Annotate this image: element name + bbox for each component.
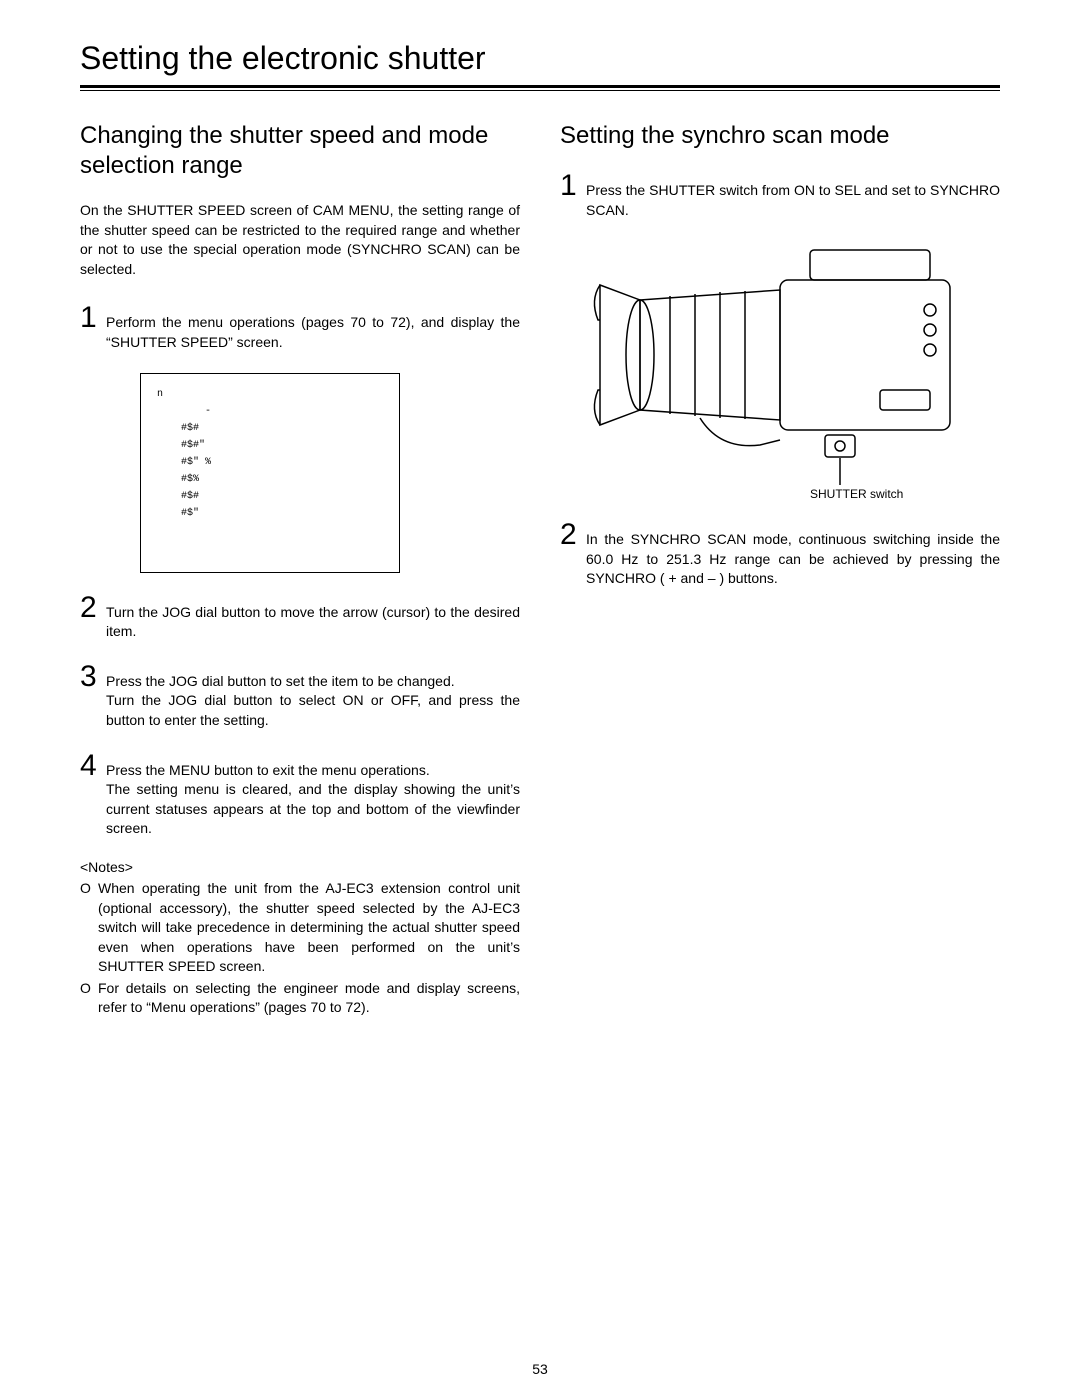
step-text: In the SYNCHRO SCAN mode, continuous swi… — [586, 520, 1000, 589]
left-step-1: 1 Perform the menu operations (pages 70 … — [80, 303, 520, 352]
camera-figure: SHUTTER switch — [560, 240, 1000, 500]
step-text: Press the MENU button to exit the menu o… — [106, 751, 520, 839]
title-rule — [80, 85, 1000, 91]
note-item: When operating the unit from the AJ-EC3 … — [80, 879, 520, 977]
right-step-2: 2 In the SYNCHRO SCAN mode, continuous s… — [560, 520, 1000, 589]
note-item: For details on selecting the engineer mo… — [80, 979, 520, 1018]
shutter-speed-menu-screen: n - #$# #$#" #$" % #$% #$# #$" — [140, 373, 400, 573]
left-intro: On the SHUTTER SPEED screen of CAM MENU,… — [80, 201, 520, 279]
camera-illustration: SHUTTER switch — [580, 240, 980, 500]
step-text: Perform the menu operations (pages 70 to… — [106, 303, 520, 352]
step-number: 4 — [80, 751, 100, 781]
left-step-2: 2 Turn the JOG dial button to move the a… — [80, 593, 520, 642]
step-text: Press the JOG dial button to set the ite… — [106, 662, 520, 731]
figure-caption-text: SHUTTER switch — [810, 487, 903, 500]
page-title: Setting the electronic shutter — [80, 40, 1000, 77]
notes-heading: <Notes> — [80, 859, 520, 875]
step-number: 2 — [80, 593, 100, 623]
page-number: 53 — [0, 1361, 1080, 1377]
left-step-3: 3 Press the JOG dial button to set the i… — [80, 662, 520, 731]
left-step-4: 4 Press the MENU button to exit the menu… — [80, 751, 520, 839]
step-text: Turn the JOG dial button to move the arr… — [106, 593, 520, 642]
right-step-1: 1 Press the SHUTTER switch from ON to SE… — [560, 171, 1000, 220]
step-number: 1 — [80, 303, 100, 333]
step-text: Press the SHUTTER switch from ON to SEL … — [586, 171, 1000, 220]
content-columns: Changing the shutter speed and mode sele… — [80, 121, 1000, 1020]
right-column: Setting the synchro scan mode 1 Press th… — [560, 121, 1000, 1020]
left-heading: Changing the shutter speed and mode sele… — [80, 121, 520, 181]
step-number: 3 — [80, 662, 100, 692]
step-number: 1 — [560, 171, 580, 201]
step-number: 2 — [560, 520, 580, 550]
notes-list: When operating the unit from the AJ-EC3 … — [80, 879, 520, 1018]
right-heading: Setting the synchro scan mode — [560, 121, 1000, 151]
left-column: Changing the shutter speed and mode sele… — [80, 121, 520, 1020]
